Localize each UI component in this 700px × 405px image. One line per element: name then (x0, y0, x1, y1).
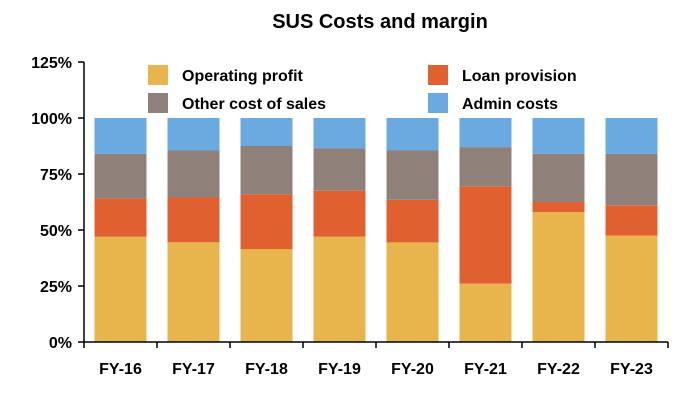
bar-segment-operating-profit-fy-21 (459, 283, 512, 342)
y-tick-label: 100% (31, 111, 72, 128)
bar-segment-other-cost-of-sales-fy-19 (313, 148, 366, 191)
bar-segment-operating-profit-fy-23 (605, 235, 658, 342)
legend-swatch-other-cost-of-sales (148, 93, 168, 113)
y-tick-label: 125% (31, 55, 72, 72)
bar-segment-operating-profit-fy-17 (167, 242, 220, 342)
x-tick-label: FY-18 (245, 361, 288, 378)
x-tick-label: FY-21 (464, 361, 507, 378)
bar-segment-operating-profit-fy-18 (240, 249, 293, 342)
bar-segment-loan-provision-fy-22 (532, 202, 585, 213)
bar-segment-admin-costs-fy-20 (386, 118, 439, 151)
bar-segment-loan-provision-fy-16 (94, 198, 147, 237)
legend-swatch-loan-provision (428, 65, 448, 85)
x-tick-label: FY-22 (537, 361, 580, 378)
bar-segment-other-cost-of-sales-fy-20 (386, 150, 439, 200)
bar-segment-admin-costs-fy-18 (240, 118, 293, 146)
bar-segment-loan-provision-fy-19 (313, 190, 366, 237)
x-tick-label: FY-16 (99, 361, 142, 378)
bar-segment-operating-profit-fy-20 (386, 242, 439, 342)
x-tick-label: FY-23 (610, 361, 653, 378)
bar-segment-operating-profit-fy-22 (532, 212, 585, 342)
axes: FY-16 FY-17 FY-18 FY-19 FY-20 FY-21 FY-22 FY-23… (31, 55, 669, 378)
bar-segment-admin-costs-fy-17 (167, 118, 220, 151)
bar-segment-other-cost-of-sales-fy-17 (167, 150, 220, 198)
y-tick-label: 50% (40, 223, 72, 240)
bar-segment-operating-profit-fy-19 (313, 236, 366, 342)
bar-segment-loan-provision-fy-20 (386, 199, 439, 243)
bar-segment-operating-profit-fy-16 (94, 236, 147, 342)
bar-segment-other-cost-of-sales-fy-18 (240, 146, 293, 195)
bar-segment-other-cost-of-sales-fy-22 (532, 153, 585, 202)
bar-segment-loan-provision-fy-23 (605, 205, 658, 236)
bar-segment-other-cost-of-sales-fy-23 (605, 153, 658, 206)
legend-label-other-cost-of-sales: Other cost of sales (182, 96, 326, 113)
bar-segment-admin-costs-fy-22 (532, 118, 585, 154)
y-tick-label: 0% (49, 335, 72, 352)
legend-label-operating-profit: Operating profit (182, 68, 304, 85)
plot-area (94, 118, 658, 342)
bar-segment-other-cost-of-sales-fy-16 (94, 153, 147, 199)
legend: Operating profit Loan provision Other cost… (148, 65, 577, 113)
y-tick-label: 75% (40, 167, 72, 184)
x-tick-label: FY-19 (318, 361, 361, 378)
bar-segment-admin-costs-fy-21 (459, 118, 512, 148)
x-tick-label: FY-17 (172, 361, 215, 378)
x-tick-label: FY-20 (391, 361, 434, 378)
bar-segment-loan-provision-fy-17 (167, 197, 220, 243)
y-tick-label: 25% (40, 279, 72, 296)
bar-segment-loan-provision-fy-21 (459, 186, 512, 284)
bar-segment-loan-provision-fy-18 (240, 194, 293, 250)
legend-label-admin-costs: Admin costs (462, 96, 558, 113)
legend-swatch-admin-costs (428, 93, 448, 113)
bar-segment-admin-costs-fy-19 (313, 118, 366, 149)
bar-segment-admin-costs-fy-23 (605, 118, 658, 154)
chart-title: SUS Costs and margin (272, 11, 488, 33)
legend-label-loan-provision: Loan provision (462, 68, 577, 85)
bar-segment-admin-costs-fy-16 (94, 118, 147, 154)
legend-swatch-operating-profit (148, 65, 168, 85)
bar-segment-other-cost-of-sales-fy-21 (459, 147, 512, 187)
